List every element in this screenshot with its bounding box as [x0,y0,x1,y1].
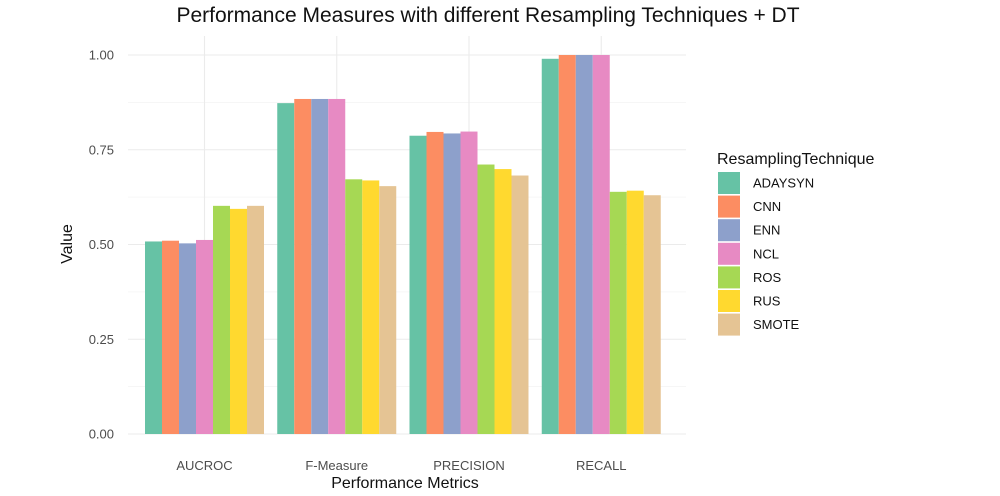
legend-swatch [718,290,740,312]
legend-swatch [718,266,740,289]
bar-enn-precision [443,133,461,434]
y-axis-title: Value [59,224,76,264]
legend-swatch [718,172,740,194]
legend-title: ResamplingTechnique [717,151,875,168]
legend-swatch [718,242,740,265]
legend-item-adaysyn: ADAYSYN [718,172,814,194]
x-tick-label: AUCROC [176,458,232,473]
legend-item-ros: ROS [718,266,782,289]
bar-smote-aucroc [247,205,264,434]
bar-adaysyn-f-measure [277,103,295,435]
legend-item-rus: RUS [718,290,781,312]
legend-label: ENN [753,223,780,238]
bar-cnn-aucroc [162,240,179,434]
bar-ncl-aucroc [196,239,213,434]
bar-adaysyn-precision [409,135,427,435]
bar-cnn-f-measure [294,98,312,435]
legend-label: CNN [753,199,781,214]
x-tick-label: PRECISION [433,458,505,473]
x-tick-label: F-Measure [305,458,368,473]
bar-rus-f-measure [362,180,380,434]
bar-ncl-precision [460,131,478,435]
legend-label: ROS [753,270,782,285]
bar-ros-f-measure [345,179,363,434]
x-axis-ticks: AUCROC F-Measure PRECISION RECALL [176,458,626,473]
bar-rus-recall [626,190,644,434]
bar-smote-recall [643,195,661,434]
bar-smote-precision [511,175,529,434]
y-tick-label: 0.25 [89,332,114,347]
bar-ros-recall [609,191,627,434]
legend-item-enn: ENN [718,219,780,242]
bar-cnn-recall [558,55,576,434]
legend-item-cnn: CNN [718,195,781,218]
legend-label: NCL [753,246,779,261]
legend-item-smote: SMOTE [718,313,800,336]
y-tick-label: 0.00 [89,427,114,442]
y-axis-ticks: 0.00 0.25 0.50 0.75 1.00 [89,48,114,442]
bar-ncl-f-measure [328,98,346,435]
bar-ncl-recall [592,55,610,434]
bars [145,55,661,435]
bar-adaysyn-recall [541,58,559,434]
bar-enn-recall [575,55,593,434]
legend-label: RUS [753,294,781,309]
legend-swatch [718,313,740,336]
y-tick-label: 0.50 [89,237,114,252]
y-tick-label: 1.00 [89,48,114,63]
legend-label: SMOTE [753,317,800,332]
x-axis-title: Performance Metrics [331,475,479,492]
bar-enn-aucroc [179,243,196,434]
bar-rus-aucroc [230,208,247,434]
chart-title: Performance Measures with different Resa… [176,4,799,27]
bar-adaysyn-aucroc [145,241,162,434]
legend-label: ADAYSYN [753,176,814,191]
bar-ros-aucroc [213,205,230,434]
legend-item-ncl: NCL [718,242,779,265]
legend-swatch [718,219,740,242]
y-tick-label: 0.75 [89,142,114,157]
bar-rus-precision [494,169,512,435]
bar-ros-precision [477,164,495,434]
legend-swatch [718,195,740,218]
legend: ResamplingTechnique ADAYSYN CNN ENN NCL ROS R… [717,151,875,336]
bar-enn-f-measure [311,98,329,435]
x-tick-label: RECALL [576,458,627,473]
bar-cnn-precision [426,131,444,434]
bar-smote-f-measure [379,186,397,434]
